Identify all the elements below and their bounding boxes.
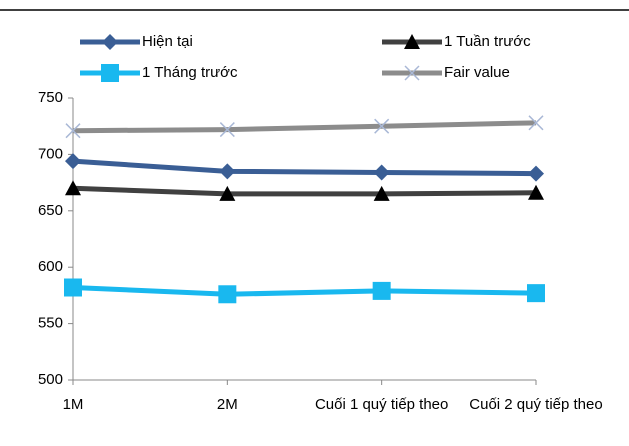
y-tick-label: 500 — [38, 371, 63, 388]
series-line — [72, 285, 537, 297]
x-tick-label: 2M — [216, 396, 238, 413]
series-line — [72, 185, 537, 197]
legend-marker — [101, 64, 119, 82]
series-line — [72, 120, 537, 134]
legend-marker — [404, 65, 420, 81]
data-point — [374, 118, 390, 134]
y-tick-label: 750 — [38, 89, 63, 106]
y-tick-label: 700 — [38, 145, 63, 162]
data-point — [528, 165, 544, 182]
data-point — [219, 163, 236, 180]
y-tick-label: 650 — [38, 202, 63, 219]
y-tick-label: 600 — [38, 258, 63, 275]
legend-marker — [404, 34, 420, 49]
legend-label: Fair value — [444, 64, 510, 81]
data-point — [528, 184, 544, 200]
legend-label: 1 Tuần trước — [444, 33, 531, 50]
data-point — [65, 180, 81, 196]
data-point — [65, 123, 81, 139]
legend-label: 1 Tháng trước — [142, 64, 238, 81]
data-point — [528, 115, 544, 131]
y-tick-label: 550 — [38, 315, 63, 332]
data-point — [65, 153, 81, 170]
data-point — [527, 284, 545, 303]
x-tick-label: 1M — [62, 396, 84, 413]
data-point — [64, 278, 82, 297]
data-point — [373, 164, 390, 181]
data-point — [219, 185, 236, 201]
data-point — [218, 285, 237, 304]
data-point — [219, 122, 235, 138]
series-line — [72, 158, 537, 177]
legend-label: Hiện tại — [142, 33, 193, 50]
x-tick-label: Cuối 2 quý tiếp theo — [469, 396, 603, 413]
data-point — [372, 281, 391, 300]
legend-marker — [102, 34, 118, 50]
data-point — [373, 185, 390, 201]
x-tick-label: Cuối 1 quý tiếp theo — [314, 396, 449, 413]
